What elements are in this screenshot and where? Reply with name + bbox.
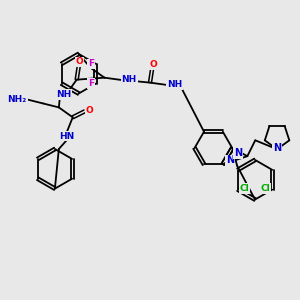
Text: Cl: Cl [240, 184, 250, 193]
Text: O: O [76, 57, 83, 66]
Text: NH: NH [167, 80, 182, 89]
Text: N: N [226, 155, 234, 165]
Text: F: F [88, 59, 94, 68]
Text: N: N [234, 148, 242, 158]
Text: O: O [86, 106, 93, 115]
Text: N: N [273, 143, 281, 153]
Text: NH: NH [56, 90, 71, 99]
Text: F: F [88, 79, 94, 88]
Text: Cl: Cl [260, 184, 270, 193]
Text: HN: HN [59, 132, 74, 141]
Text: NH₂: NH₂ [8, 95, 27, 104]
Text: NH: NH [122, 75, 137, 84]
Text: O: O [149, 60, 157, 69]
